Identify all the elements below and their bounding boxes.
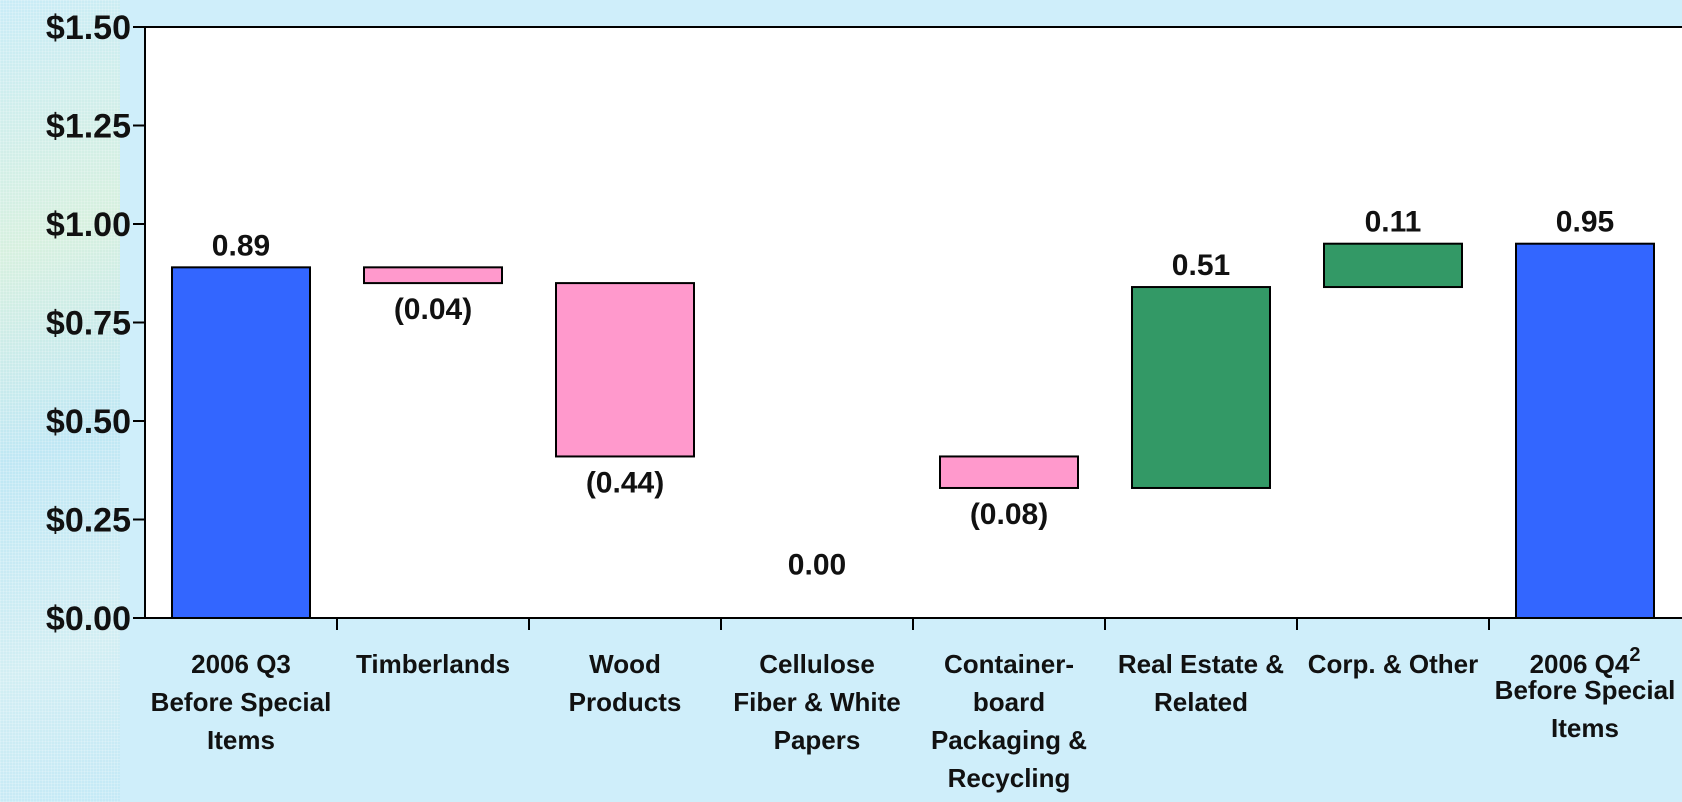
bar xyxy=(1323,242,1463,289)
y-tick-label: $1.50 xyxy=(46,9,131,47)
data-label: 0.89 xyxy=(212,229,270,262)
data-label: 0.11 xyxy=(1365,206,1422,239)
data-label: 0.51 xyxy=(1172,249,1230,282)
x-tick-label: Wood Products xyxy=(569,649,682,717)
y-tick-label: $0.50 xyxy=(46,403,131,441)
x-tick-label: 2006 Q3 Before Special Items xyxy=(151,649,332,755)
x-tick-label: Corp. & Other xyxy=(1308,649,1478,679)
x-tick-label: Cellulose Fiber & White Papers xyxy=(733,649,901,755)
x-tick-label: Timberlands xyxy=(356,649,510,679)
data-label: (0.44) xyxy=(586,466,664,499)
data-label: 0.95 xyxy=(1556,206,1614,239)
bar xyxy=(1131,286,1271,489)
data-label: 0.00 xyxy=(788,548,846,581)
x-tick-label: 2006 Q42 Before Special Items xyxy=(1495,644,1676,743)
x-tick-label: Real Estate & Related xyxy=(1118,649,1284,717)
y-tick-label: $1.00 xyxy=(46,206,131,244)
data-labels: 0.89 (0.04) (0.44) 0.00 (0.08) 0.51 0.11 0.95 xyxy=(212,206,1614,582)
x-axis-labels: 2006 Q3 Before Special Items Timberlands Woo… xyxy=(151,644,1676,793)
plot-area xyxy=(145,27,1682,618)
y-tick-label: $0.00 xyxy=(46,600,131,638)
y-axis-labels: $0.00 $0.25 $0.50 $0.75 $1.00 $1.25 $1.50 xyxy=(46,9,131,638)
background-texture-strip xyxy=(0,0,120,802)
data-label: (0.08) xyxy=(970,498,1048,531)
y-axis-ticks xyxy=(133,26,145,619)
bar xyxy=(1515,242,1655,619)
y-tick-label: $1.25 xyxy=(46,108,131,146)
bar xyxy=(363,266,503,285)
bar xyxy=(939,455,1079,489)
bar xyxy=(555,282,695,458)
x-axis-ticks xyxy=(336,618,1490,630)
x-tick-label: Container-board Packaging & Recycling xyxy=(931,649,1087,793)
y-tick-label: $0.25 xyxy=(46,502,131,540)
y-tick-label: $0.75 xyxy=(46,305,131,343)
bars xyxy=(171,242,1655,619)
bar xyxy=(171,266,311,619)
data-label: (0.04) xyxy=(394,293,472,326)
